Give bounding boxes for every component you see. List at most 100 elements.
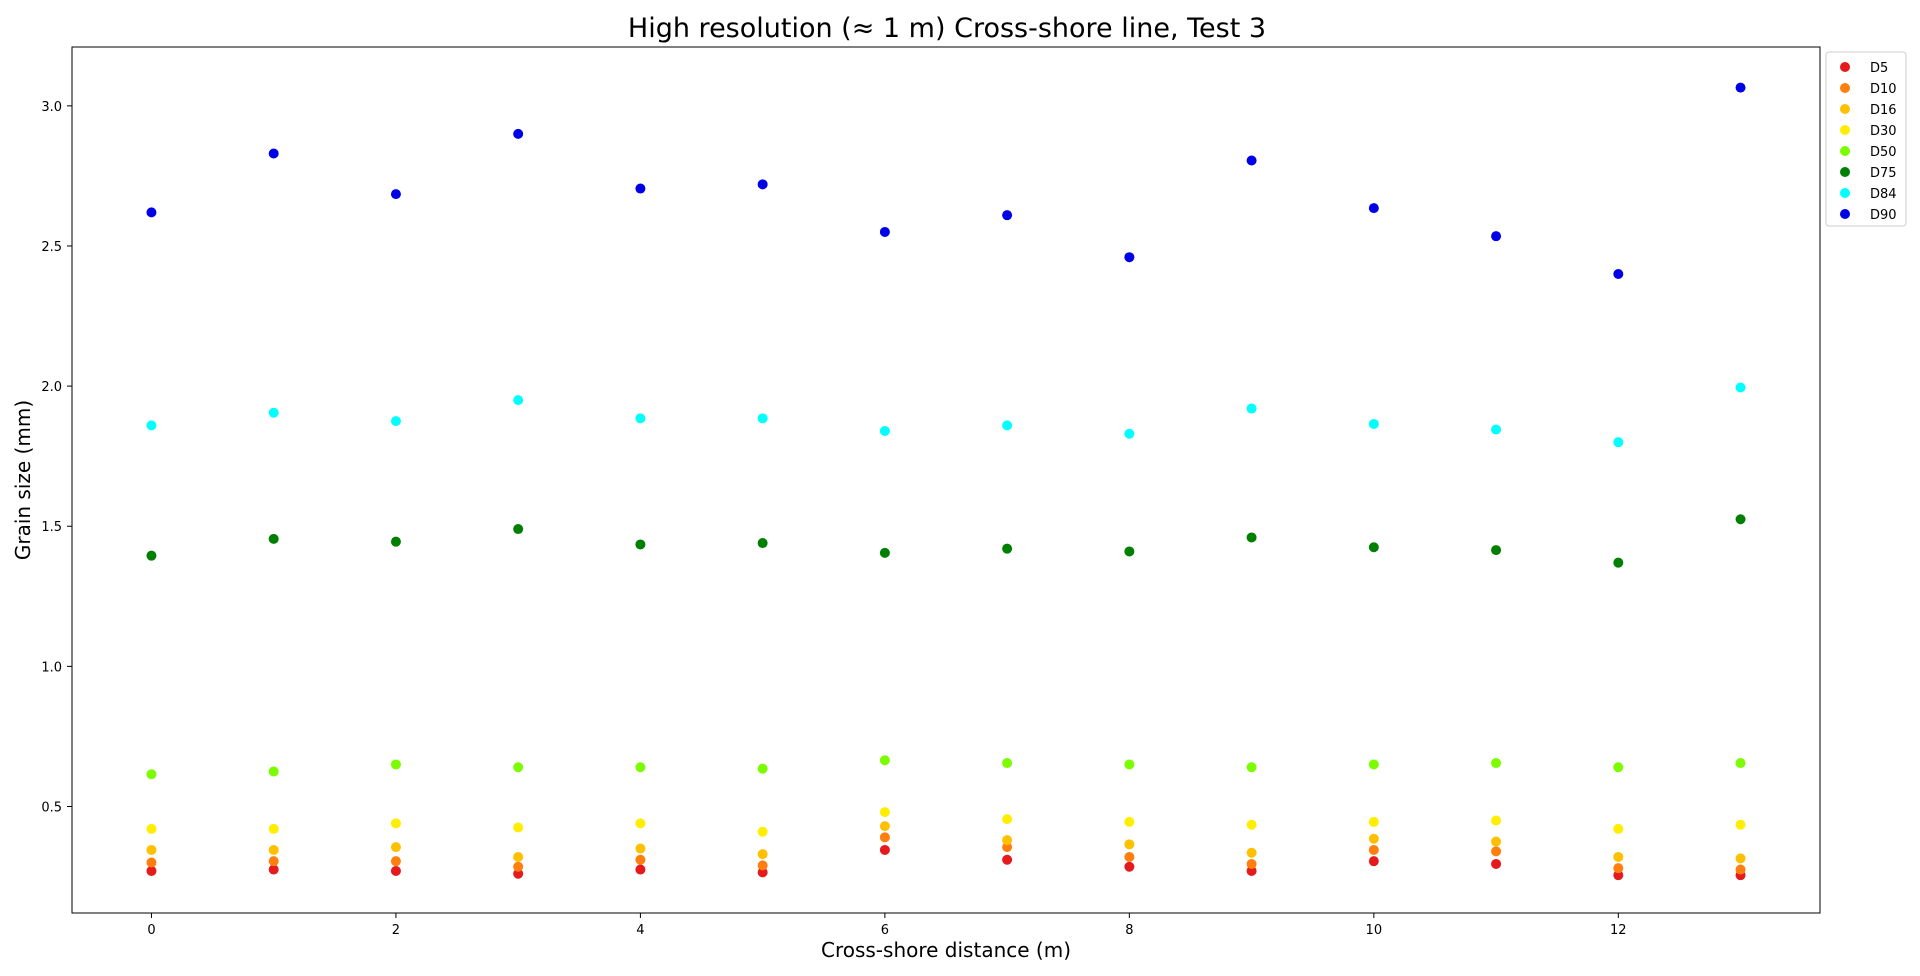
data-point-d5 (879, 844, 890, 855)
y-tick-label: 2.0 (41, 380, 62, 395)
data-point-d84 (1368, 418, 1379, 429)
data-point-d75 (390, 536, 401, 547)
data-point-d16 (146, 844, 157, 855)
data-point-d90 (1002, 210, 1013, 221)
data-point-d84 (879, 425, 890, 436)
data-point-d5 (1613, 870, 1624, 881)
data-point-d16 (268, 844, 279, 855)
legend-marker-d90 (1840, 209, 1850, 219)
data-point-d84 (513, 395, 524, 406)
data-point-d5 (1124, 861, 1135, 872)
data-point-d75 (268, 533, 279, 544)
data-point-d90 (1368, 203, 1379, 214)
y-axis: 0.5 1.0 1.5 2.0 2.5 3.0 (41, 100, 72, 816)
legend-marker-d84 (1840, 188, 1850, 198)
data-point-d10 (1613, 863, 1624, 874)
legend-label-d90: D90 (1870, 208, 1897, 223)
legend-marker-d75 (1840, 167, 1850, 177)
data-point-d90 (1246, 155, 1257, 166)
data-point-d84 (1124, 428, 1135, 439)
data-point-d90 (146, 207, 157, 218)
y-tick-label: 0.5 (41, 801, 62, 816)
data-point-d50 (879, 755, 890, 766)
data-point-d5 (757, 867, 768, 878)
data-point-d75 (757, 538, 768, 549)
data-point-d75 (1124, 546, 1135, 557)
data-point-d16 (1124, 839, 1135, 850)
legend-label-d50: D50 (1870, 145, 1897, 160)
data-point-d84 (635, 413, 646, 424)
data-point-d50 (1246, 762, 1257, 773)
data-point-d30 (635, 818, 646, 829)
data-point-d16 (757, 849, 768, 860)
data-point-d30 (757, 826, 768, 837)
data-point-d16 (390, 842, 401, 853)
data-point-d30 (1613, 823, 1624, 834)
legend-marker-d16 (1840, 104, 1850, 114)
plot-area-frame (71, 46, 1821, 914)
data-point-d84 (146, 420, 157, 431)
data-point-d50 (513, 762, 524, 773)
data-point-d75 (1246, 532, 1257, 543)
data-point-d5 (390, 865, 401, 876)
data-point-d16 (1246, 847, 1257, 858)
data-point-d90 (757, 179, 768, 190)
data-point-d90 (635, 183, 646, 194)
data-point-d90 (390, 189, 401, 200)
data-point-d75 (635, 539, 646, 550)
x-tick-label: 4 (636, 923, 644, 938)
data-point-d84 (1491, 424, 1502, 435)
data-point-d90 (1735, 82, 1746, 93)
data-point-d10 (513, 861, 524, 872)
data-point-d16 (635, 843, 646, 854)
data-point-d16 (879, 821, 890, 832)
x-tick-label: 12 (1610, 923, 1627, 938)
data-point-d84 (1246, 403, 1257, 414)
series-d75 (146, 514, 1746, 568)
data-point-d10 (268, 856, 279, 867)
data-point-d16 (1491, 836, 1502, 847)
data-point-d75 (1002, 543, 1013, 554)
data-point-d90 (268, 148, 279, 159)
data-point-d5 (1246, 865, 1257, 876)
data-point-d30 (1491, 815, 1502, 826)
series-d10 (146, 832, 1746, 875)
data-point-d10 (1246, 858, 1257, 869)
data-point-d75 (146, 550, 157, 561)
data-point-d10 (879, 832, 890, 843)
data-point-d50 (1002, 758, 1013, 769)
x-tick-label: 8 (1125, 923, 1133, 938)
data-point-d5 (1368, 856, 1379, 867)
data-point-d16 (1368, 833, 1379, 844)
legend-marker-d10 (1840, 83, 1850, 93)
data-point-d16 (1613, 851, 1624, 862)
data-point-d16 (1002, 835, 1013, 846)
chart-title: High resolution (≈ 1 m) Cross-shore line… (628, 13, 1266, 44)
data-point-d5 (146, 865, 157, 876)
data-point-d10 (1002, 842, 1013, 853)
data-point-d30 (879, 807, 890, 818)
data-point-d30 (268, 823, 279, 834)
x-tick-label: 10 (1366, 923, 1383, 938)
data-point-d5 (513, 868, 524, 879)
y-tick-label: 2.5 (41, 240, 62, 255)
data-point-d90 (1491, 231, 1502, 242)
legend-label-d30: D30 (1870, 124, 1897, 139)
legend-label-d75: D75 (1870, 166, 1897, 181)
data-point-d84 (1613, 437, 1624, 448)
data-point-d10 (390, 856, 401, 867)
legend-marker-d5 (1840, 62, 1850, 72)
data-point-d50 (1124, 759, 1135, 770)
data-point-d10 (1735, 864, 1746, 875)
data-point-d50 (635, 762, 646, 773)
data-point-d30 (1735, 819, 1746, 830)
legend-marker-d30 (1840, 125, 1850, 135)
legend-label-d10: D10 (1870, 82, 1897, 97)
legend-label-d84: D84 (1870, 187, 1897, 202)
data-point-d30 (1002, 814, 1013, 825)
data-point-d75 (1491, 545, 1502, 556)
y-axis-label: Grain size (mm) (11, 400, 35, 560)
series-d5 (146, 844, 1746, 881)
series-d50 (146, 755, 1746, 780)
